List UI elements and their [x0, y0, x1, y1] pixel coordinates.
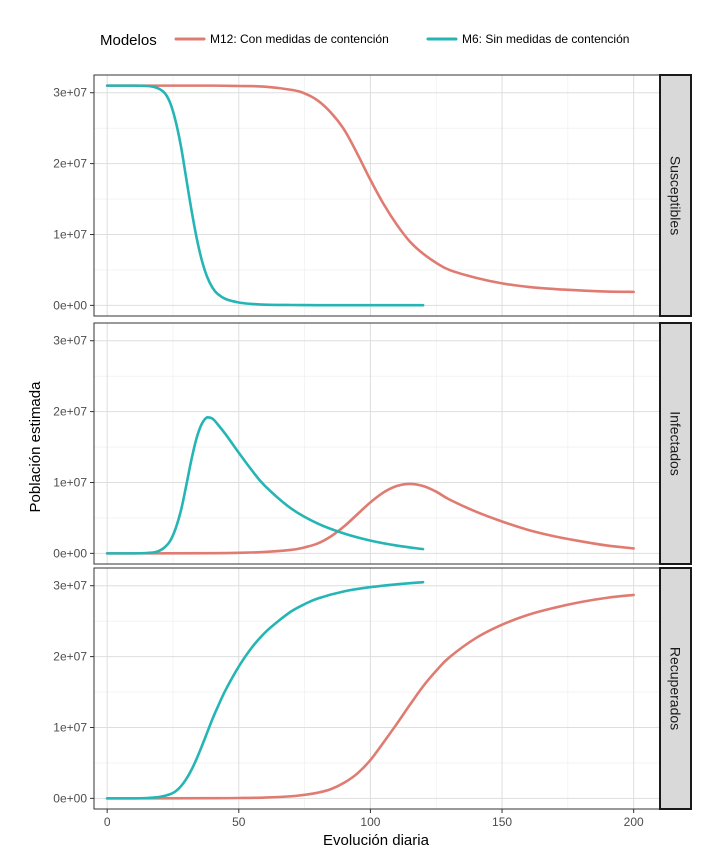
strip-label: Infectados [668, 411, 684, 476]
legend: Modelos M12: Con medidas de contención M… [100, 32, 629, 49]
x-tick-label: 50 [232, 815, 246, 829]
panel-background [93, 74, 661, 317]
y-axis-title: Población estimada [27, 381, 44, 513]
strip-box [659, 322, 692, 565]
strip-box [659, 567, 692, 810]
panel-susceptibles: 0e+00 1e+07 2e+07 3e+07 Susceptibles [53, 74, 692, 317]
x-tick-label: 0 [104, 815, 111, 829]
x-tick-label: 150 [492, 815, 512, 829]
y-tick-label: 0e+00 [53, 546, 87, 560]
legend-label-m6: M6: Sin medidas de contención [462, 32, 629, 46]
panel-infectados: 0e+00 1e+07 2e+07 3e+07 Infectados [53, 322, 692, 565]
y-tick-label: 3e+07 [53, 86, 87, 100]
y-tick-label: 1e+07 [53, 475, 87, 489]
series-line-m12-susceptibles [105, 84, 635, 294]
strip-label: Recuperados [668, 647, 684, 730]
y-tick-label: 3e+07 [53, 334, 87, 348]
y-tick-label: 0e+00 [53, 298, 87, 312]
series-line-m12-recuperados [105, 593, 635, 800]
series-line-m6-recuperados [105, 580, 425, 800]
panel-background [93, 322, 661, 565]
series-line-m6-susceptibles [105, 84, 425, 307]
x-tick-label: 100 [360, 815, 380, 829]
x-axis: 0 50 100 150 200 [104, 809, 644, 829]
legend-label-m12: M12: Con medidas de contención [210, 32, 389, 46]
y-tick-label: 1e+07 [53, 720, 87, 734]
series-line-m6-infectados [105, 415, 425, 555]
strip-box [659, 74, 692, 317]
legend-title: Modelos [100, 32, 157, 49]
strip-susceptibles: Susceptibles [659, 74, 692, 317]
y-tick-label: 2e+07 [53, 405, 87, 419]
strip-infectados: Infectados [659, 322, 692, 565]
strip-label: Susceptibles [668, 156, 684, 235]
panels: 0e+00 1e+07 2e+07 3e+07 Susceptibles 0e+00 1e+… [53, 74, 692, 810]
series-line-m12-infectados [105, 482, 635, 555]
y-tick-label: 2e+07 [53, 157, 87, 171]
y-tick-label: 1e+07 [53, 227, 87, 241]
panel-recuperados: 0e+00 1e+07 2e+07 3e+07 Recuperados [53, 567, 692, 810]
x-axis-title: Evolución diaria [323, 832, 430, 849]
x-tick-label: 200 [624, 815, 644, 829]
panel-background [93, 567, 661, 810]
y-tick-label: 0e+00 [53, 791, 87, 805]
y-tick-label: 3e+07 [53, 579, 87, 593]
strip-recuperados: Recuperados [659, 567, 692, 810]
y-tick-label: 2e+07 [53, 650, 87, 664]
